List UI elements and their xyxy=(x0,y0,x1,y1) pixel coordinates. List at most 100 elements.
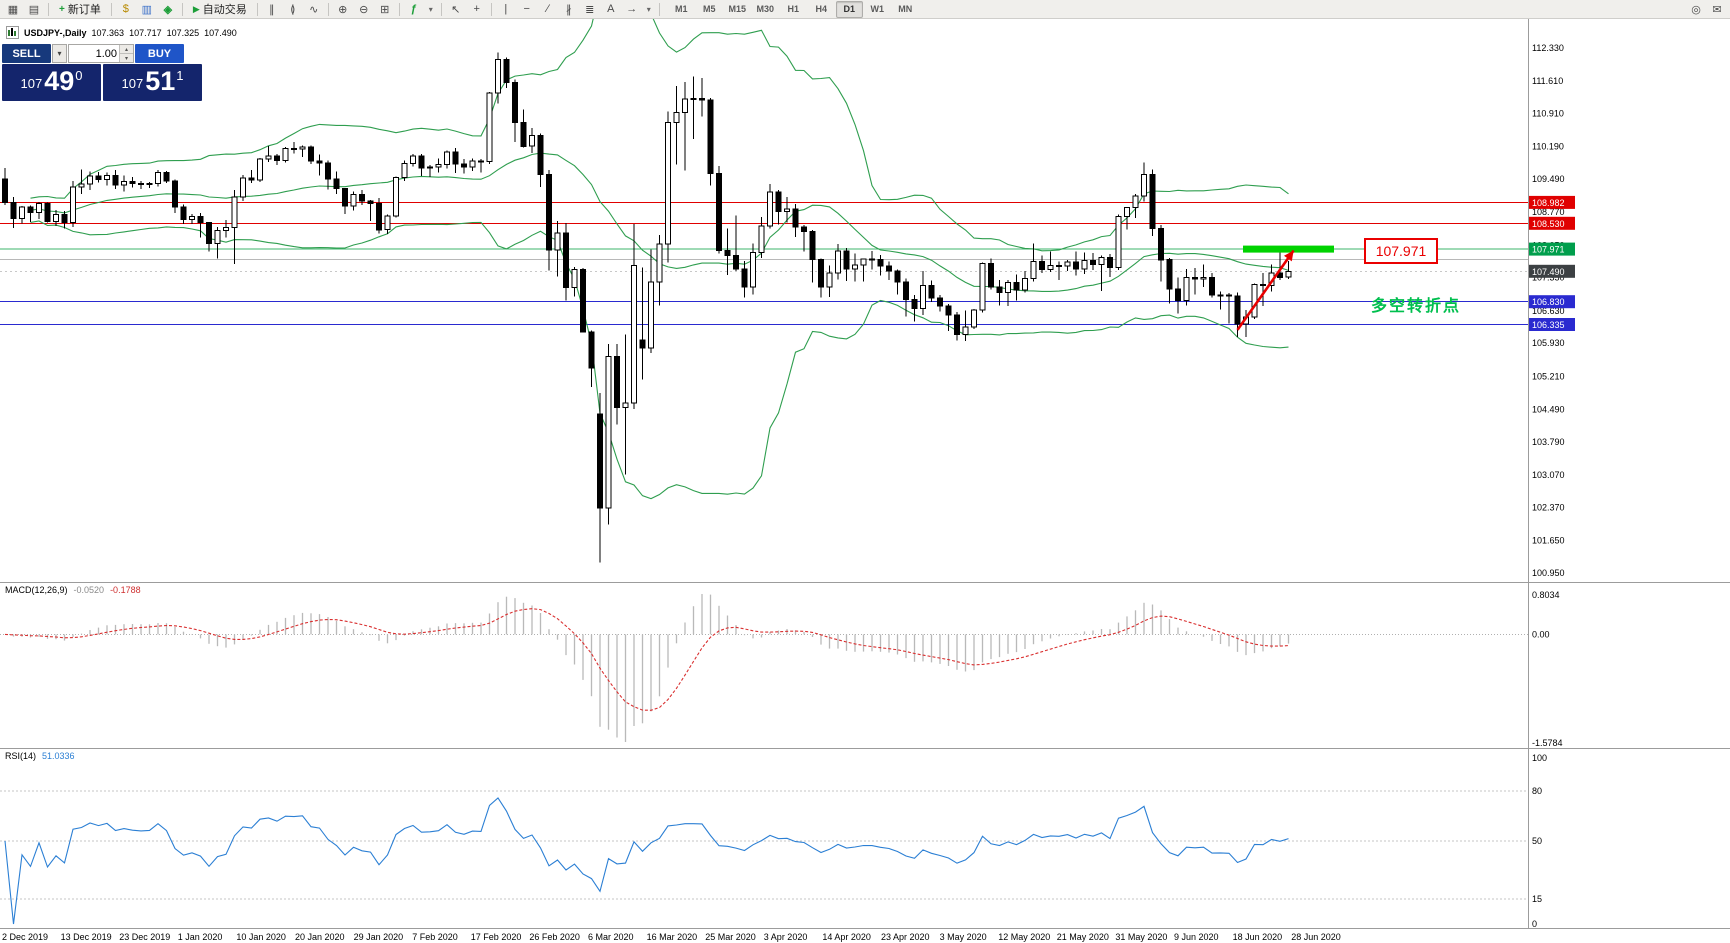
tab-timeframe-m5[interactable]: M5 xyxy=(703,4,716,14)
svg-text:3 Apr 2020: 3 Apr 2020 xyxy=(764,932,808,942)
crosshair-icon[interactable]: + xyxy=(473,3,480,15)
toolbar-separator xyxy=(440,2,442,16)
autotrading-label: 自动交易 xyxy=(202,4,247,16)
rsi-name: RSI(14) xyxy=(5,751,37,761)
ohlc-open-value: 107.363 xyxy=(91,27,125,38)
tab-timeframe-m15[interactable]: M15 xyxy=(728,4,747,14)
horizontal-line-icon[interactable]: − xyxy=(523,3,530,15)
tab-timeframe-m30[interactable]: M30 xyxy=(756,4,775,14)
lot-size-input[interactable] xyxy=(69,45,119,62)
macd-main-value: -0.0520 xyxy=(73,585,105,595)
macd-signal-value: -0.1788 xyxy=(110,585,141,595)
rsi-label: RSI(14) 51.0336 xyxy=(5,751,75,761)
ohlc-low-value: 107.325 xyxy=(166,27,200,38)
market-watch-icon[interactable]: $ xyxy=(122,3,129,15)
tile-windows-icon[interactable]: ⊞ xyxy=(380,3,390,16)
svg-text:100.950: 100.950 xyxy=(1532,568,1565,578)
zoom-in-icon[interactable]: ⊕ xyxy=(338,3,348,16)
svg-text:107.490: 107.490 xyxy=(1532,267,1565,277)
buy-price-pips: 51 xyxy=(145,66,176,96)
macd-label: MACD(12,26,9) -0.0520 -0.1788 xyxy=(5,585,141,595)
price-level-callout: 107.971 xyxy=(1364,238,1438,264)
svg-text:106.335: 106.335 xyxy=(1532,320,1565,330)
svg-text:111.610: 111.610 xyxy=(1532,76,1563,86)
svg-text:0.00: 0.00 xyxy=(1532,629,1550,639)
chart-header: USDJPY-,Daily 107.363 107.717 107.325 10… xyxy=(6,26,237,39)
svg-text:7 Feb 2020: 7 Feb 2020 xyxy=(412,932,458,942)
buy-price-point: 1 xyxy=(176,68,184,83)
svg-text:28 Jun 2020: 28 Jun 2020 xyxy=(1291,932,1341,942)
tab-timeframe-m1[interactable]: M1 xyxy=(675,4,688,14)
cursor-icon[interactable]: ↖ xyxy=(451,3,461,16)
svg-text:23 Dec 2019: 23 Dec 2019 xyxy=(119,932,170,942)
tab-timeframe-w1[interactable]: W1 xyxy=(870,4,885,14)
svg-text:21 May 2020: 21 May 2020 xyxy=(1057,932,1109,942)
arrows-icon[interactable]: → xyxy=(626,3,638,15)
svg-text:15: 15 xyxy=(1532,894,1542,904)
trendline-icon[interactable]: ∕ xyxy=(546,3,549,15)
svg-text:105.210: 105.210 xyxy=(1532,371,1565,381)
svg-text:0.8034: 0.8034 xyxy=(1532,590,1560,600)
svg-text:108.770: 108.770 xyxy=(1532,207,1565,217)
zoom-out-icon[interactable]: ⊖ xyxy=(359,3,369,16)
tab-timeframe-mn[interactable]: MN xyxy=(898,4,913,14)
order-options-dropdown[interactable]: ▾ xyxy=(52,44,67,63)
data-window-icon[interactable]: ▥ xyxy=(141,3,153,16)
new-order-button[interactable]: + 新订单 xyxy=(53,1,107,18)
svg-text:103.790: 103.790 xyxy=(1532,437,1565,447)
timeframe-group: M1 M5 M15 M30 H1 H4 D1 W1 MN xyxy=(668,0,919,18)
navigator-icon[interactable]: ◈ xyxy=(163,3,173,16)
lot-increase-button[interactable]: ▴ xyxy=(120,45,133,53)
svg-text:9 Jun 2020: 9 Jun 2020 xyxy=(1174,932,1219,942)
profiles-icon[interactable]: ▤ xyxy=(28,3,40,16)
chart-symbol-label: USDJPY-,Daily xyxy=(24,27,87,38)
toolbar-separator xyxy=(490,2,492,16)
text-icon[interactable]: A xyxy=(607,3,615,15)
svg-text:80: 80 xyxy=(1532,786,1542,796)
svg-text:105.930: 105.930 xyxy=(1532,338,1565,348)
svg-text:3 May 2020: 3 May 2020 xyxy=(940,932,987,942)
svg-text:6 Mar 2020: 6 Mar 2020 xyxy=(588,932,634,942)
channel-icon[interactable]: ∦ xyxy=(566,3,572,16)
svg-text:107.971: 107.971 xyxy=(1532,245,1565,255)
one-click-trading-panel: SELL ▾ ▴ ▾ BUY 107 49 0 107 51 1 xyxy=(2,44,202,101)
autotrading-button[interactable]: ▶ 自动交易 xyxy=(187,1,253,18)
vertical-line-icon[interactable]: | xyxy=(504,3,508,15)
svg-text:23 Apr 2020: 23 Apr 2020 xyxy=(881,932,930,942)
new-chart-icon[interactable]: ▦ xyxy=(7,3,19,16)
indicators-caret-icon[interactable]: ▾ xyxy=(428,4,433,14)
sell-button[interactable]: SELL xyxy=(2,44,51,63)
search-icon[interactable]: ◎ xyxy=(1691,3,1701,16)
buy-price-display[interactable]: 107 51 1 xyxy=(103,64,202,101)
tab-timeframe-d1[interactable]: D1 xyxy=(835,0,863,18)
svg-text:50: 50 xyxy=(1532,836,1542,846)
line-chart-icon[interactable]: ∿ xyxy=(309,3,319,16)
ohlc-close-value: 107.490 xyxy=(204,27,237,38)
svg-text:29 Jan 2020: 29 Jan 2020 xyxy=(354,932,404,942)
tab-timeframe-h1[interactable]: H1 xyxy=(787,4,800,14)
feedback-icon[interactable]: ✉ xyxy=(1712,3,1722,16)
svg-text:106.630: 106.630 xyxy=(1532,306,1565,316)
new-order-icon: + xyxy=(59,3,65,15)
indicators-icon[interactable]: ƒ xyxy=(410,3,417,15)
svg-text:26 Feb 2020: 26 Feb 2020 xyxy=(529,932,580,942)
svg-text:103.070: 103.070 xyxy=(1532,470,1565,480)
lot-decrease-button[interactable]: ▾ xyxy=(120,53,133,62)
svg-text:100: 100 xyxy=(1532,753,1547,763)
new-order-label: 新订单 xyxy=(67,4,101,16)
arrows-caret-icon[interactable]: ▾ xyxy=(646,4,651,14)
svg-text:31 May 2020: 31 May 2020 xyxy=(1115,932,1167,942)
tab-timeframe-h4[interactable]: H4 xyxy=(815,4,828,14)
toolbar-separator xyxy=(181,2,183,16)
fibonacci-icon[interactable]: ≣ xyxy=(585,3,595,16)
svg-text:110.910: 110.910 xyxy=(1532,109,1564,119)
sell-price-display[interactable]: 107 49 0 xyxy=(2,64,101,101)
buy-price-main: 107 xyxy=(121,76,144,91)
bar-chart-icon[interactable]: ∥ xyxy=(269,3,275,16)
buy-button[interactable]: BUY xyxy=(135,44,184,63)
toolbar-separator xyxy=(256,2,258,16)
candlestick-chart-icon[interactable]: ≬ xyxy=(290,3,296,16)
main-toolbar: ▦ ▤ + 新订单 $ ▥ ◈ ▶ 自动交易 ∥ ≬ ∿ ⊕ ⊖ ⊞ ƒ ▾ ↖… xyxy=(0,0,1730,19)
toolbar-separator xyxy=(110,2,112,16)
